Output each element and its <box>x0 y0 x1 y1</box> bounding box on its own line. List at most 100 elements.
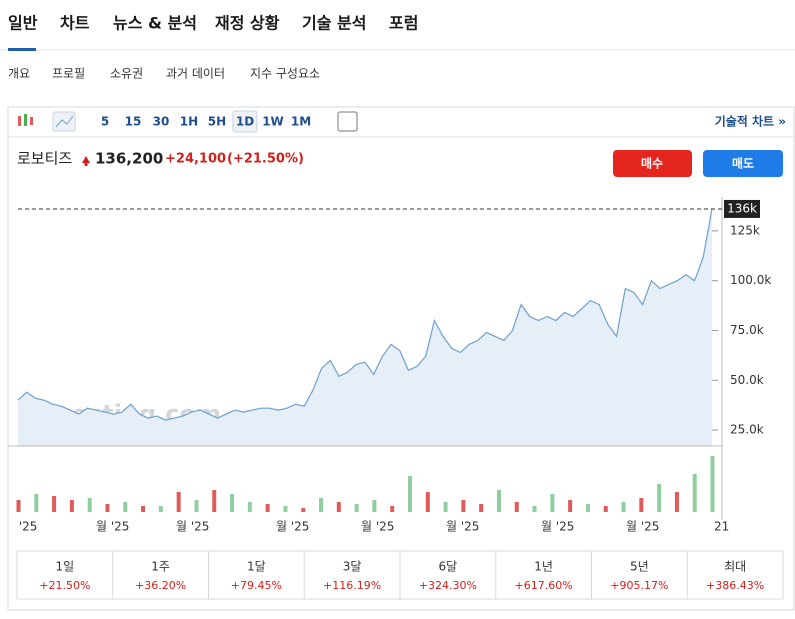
volume-bar <box>194 500 199 512</box>
volume-bar <box>158 506 163 512</box>
period-value: +21.50% <box>39 579 90 592</box>
y-tick-label: 75.0k <box>730 323 764 337</box>
volume-bar <box>496 490 501 512</box>
interval[interactable]: 5 <box>101 115 109 129</box>
interval[interactable]: 1W <box>262 115 284 129</box>
x-tick-label: 월 '25 <box>361 520 394 534</box>
last-price-tag <box>724 199 760 218</box>
price-line <box>17 208 713 421</box>
period-value: +617.60% <box>515 579 573 592</box>
period-label: 3달 <box>343 560 362 574</box>
period-label: 5년 <box>630 560 649 574</box>
volume-bar <box>319 498 324 512</box>
volume-bar <box>52 496 57 512</box>
tab[interactable]: 뉴스 & 분석 <box>113 14 197 33</box>
volume-bar <box>265 504 270 512</box>
interval[interactable]: 30 <box>153 115 170 129</box>
sell-label: 매도 <box>732 156 754 171</box>
volume-bar <box>568 500 573 512</box>
interval[interactable]: 5H <box>208 115 226 129</box>
volume-bar <box>176 492 181 512</box>
volume-bar <box>301 508 306 512</box>
period-label: 최대 <box>724 560 746 574</box>
volume-bar <box>674 492 679 512</box>
tab[interactable]: 기술 분석 <box>302 14 366 33</box>
volume-bar <box>87 498 92 512</box>
volume-bar <box>425 492 430 512</box>
volume-bar <box>123 502 128 512</box>
area-icon-line <box>55 115 74 128</box>
x-tick-label: 월 '25 <box>276 520 309 534</box>
up-arrow <box>82 156 90 166</box>
volume-bar <box>407 476 412 512</box>
volume-bar <box>479 504 484 512</box>
x-tick-label: 월 '25 <box>446 520 479 534</box>
period-label: 1주 <box>151 560 170 574</box>
y-tick-label: 100.0k <box>730 273 771 287</box>
volume-bar <box>550 494 555 512</box>
y-tick-label: 50.0k <box>730 373 764 387</box>
period-value: +905.17% <box>610 579 668 592</box>
volume-bar <box>621 502 626 512</box>
interval[interactable]: 1D <box>236 115 254 129</box>
volume-bar <box>372 500 377 512</box>
x-tick-label: 월 '25 <box>96 520 129 534</box>
x-tick-label: 월 '25 <box>626 520 659 534</box>
volume-bar <box>532 506 537 512</box>
volume-bar <box>141 506 146 512</box>
volume-bar <box>710 456 715 512</box>
volume-bar <box>247 502 252 512</box>
interval-selected <box>232 110 258 133</box>
volume-bar <box>603 506 608 512</box>
x-tick-label: 월 '25 <box>176 520 209 534</box>
period-value: +386.43% <box>706 579 764 592</box>
volume-bar <box>16 500 21 512</box>
price-area <box>18 208 712 446</box>
interval[interactable]: 15 <box>125 115 142 129</box>
subtab[interactable]: 소유권 <box>110 67 143 81</box>
stock-price: 136,200 <box>95 150 163 168</box>
buy-button[interactable] <box>613 150 692 177</box>
x-tick-label: 21 <box>714 520 729 534</box>
volume-bar <box>639 498 644 512</box>
subtab[interactable]: 과거 데이터 <box>166 67 225 81</box>
tab-underline <box>8 48 36 51</box>
volume-bar <box>69 500 74 512</box>
interval[interactable]: 1H <box>180 115 198 129</box>
sell-button[interactable] <box>703 150 783 177</box>
subtab[interactable]: 프로필 <box>52 67 85 81</box>
period-label: 1달 <box>247 560 266 574</box>
subtab[interactable]: 개요 <box>8 67 30 81</box>
period-label: 6달 <box>439 560 458 574</box>
volume-bar <box>230 494 235 512</box>
tab[interactable]: 포럼 <box>389 14 418 33</box>
period-value: +36.20% <box>135 579 186 592</box>
volume-bar <box>585 504 590 512</box>
tab[interactable]: 재정 상황 <box>215 14 280 33</box>
volume-bar <box>390 506 395 512</box>
candle-icon <box>18 114 33 126</box>
interval[interactable]: 1M <box>291 115 311 129</box>
settings-icon[interactable] <box>337 111 358 132</box>
volume-bar <box>461 500 466 512</box>
stock-change-pct: (+21.50%) <box>227 152 304 167</box>
last-price-label: 136k <box>727 201 757 215</box>
tab[interactable]: 차트 <box>60 14 90 33</box>
period-label: 1일 <box>56 560 75 574</box>
tech-chart-link[interactable]: 기술적 차트 » <box>715 114 786 129</box>
volume-bar <box>354 504 359 512</box>
x-tick-label: 월 '25 <box>541 520 574 534</box>
volume-bar <box>105 504 110 512</box>
tab[interactable]: 일반 <box>8 14 38 33</box>
volume-bar <box>514 502 519 512</box>
volume-bar <box>657 484 662 512</box>
period-label: 1년 <box>534 560 553 574</box>
y-tick-label: 25.0k <box>730 423 764 437</box>
subtab[interactable]: 지수 구성요소 <box>250 67 320 81</box>
period-value: +116.19% <box>323 579 381 592</box>
volume-bar <box>692 474 697 512</box>
stock-name: 로보티즈 <box>17 150 72 168</box>
volume-bar <box>34 494 39 512</box>
y-tick-label: 125k <box>730 223 760 237</box>
